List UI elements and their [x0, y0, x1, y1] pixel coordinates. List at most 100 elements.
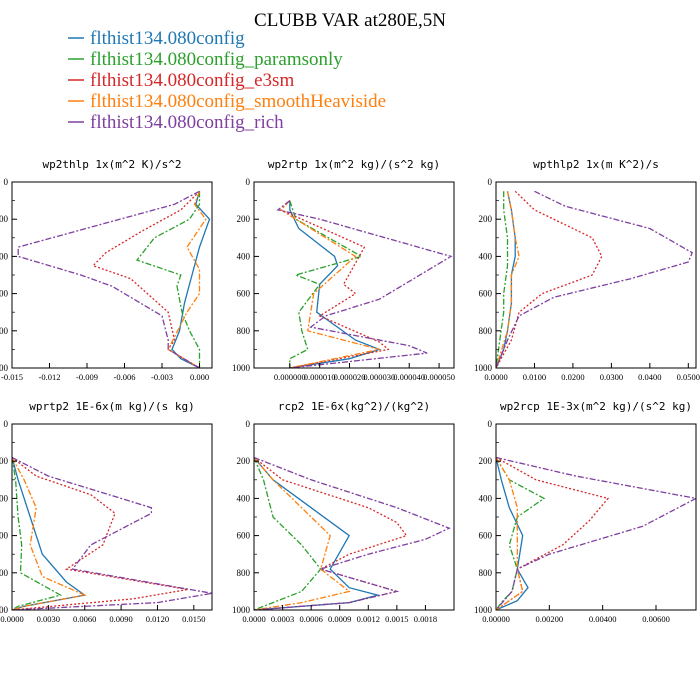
y-tick-label: 1000 — [232, 605, 251, 615]
y-tick-label: 1000 — [474, 605, 493, 615]
y-tick-label: 600 — [479, 289, 493, 299]
chart-panel: rcp2 1E-6x(kg^2)/(kg^2) 0 200 400 600 800 1000… — [232, 400, 455, 624]
x-tick-label: 0.0003 — [271, 614, 294, 624]
series-line — [496, 457, 524, 610]
y-tick-label: 600 — [479, 531, 493, 541]
figure-title: CLUBB VAR at280E,5N — [254, 10, 446, 31]
y-tick-label: 800 — [479, 326, 493, 336]
x-tick-label: 0.00200 — [536, 614, 564, 624]
y-tick-label: 400 — [237, 493, 251, 503]
series-line — [496, 191, 509, 368]
x-tick-label: 0.000010 — [304, 372, 336, 382]
x-tick-label: -0.015 — [1, 372, 23, 382]
y-tick-label: 800 — [0, 326, 9, 336]
series-line — [289, 200, 382, 368]
series-line — [254, 457, 322, 610]
series-line — [17, 190, 200, 368]
panel-title: wprtp2 1E-6x(m kg)/(s kg) — [29, 400, 195, 413]
plot-frame — [495, 423, 697, 611]
legend-label: flthist134.080config_e3sm — [90, 70, 294, 91]
series-line — [496, 457, 546, 610]
x-tick-label: 0.0000 — [242, 614, 265, 624]
panel-title: wp2rtp 1x(m^2 kg)/(s^2 kg) — [268, 158, 440, 171]
x-tick-label: 0.00600 — [642, 614, 670, 624]
y-tick-label: 800 — [0, 568, 9, 578]
x-tick-label: 0.0000 — [0, 614, 23, 624]
x-tick-label: -0.006 — [114, 372, 136, 382]
y-tick-label: 0 — [246, 419, 251, 429]
y-tick-label: 400 — [479, 493, 493, 503]
x-tick-label: 0.00000 — [482, 614, 510, 624]
chart-panel: wp2rtp 1x(m^2 kg)/(s^2 kg) 0 200 400 600 800 1… — [232, 158, 455, 382]
legend-entry: flthist134.080config — [68, 28, 245, 49]
legend-entry: flthist134.080config_rich — [68, 112, 284, 133]
x-tick-label: 0.000050 — [423, 372, 455, 382]
series-line — [279, 200, 390, 368]
series-line — [254, 457, 381, 610]
x-tick-label: 0.0009 — [328, 614, 351, 624]
panel-title: wp2rcp 1E-3x(m^2 kg)/(s^2 kg) — [500, 400, 692, 413]
x-tick-label: -0.012 — [39, 372, 61, 382]
panel-title: wpthlp2 1x(m K^2)/s — [533, 158, 659, 171]
x-tick-label: 0.0400 — [638, 372, 661, 382]
series-line — [254, 457, 351, 610]
x-tick-label: 0.000030 — [363, 372, 395, 382]
legend-entry: flthist134.080config_paramsonly — [68, 49, 343, 70]
y-tick-label: 400 — [0, 493, 9, 503]
series-line — [254, 456, 451, 610]
series-line — [167, 191, 207, 368]
y-tick-label: 0 — [4, 177, 9, 187]
x-tick-label: 0.000000 — [274, 372, 306, 382]
chart-panel: wpthlp2 1x(m K^2)/s 0 200 400 600 800 10000.00… — [474, 158, 700, 382]
y-tick-label: 200 — [237, 456, 251, 466]
series-line — [12, 456, 188, 610]
series-line — [279, 200, 380, 368]
y-tick-label: 400 — [237, 251, 251, 261]
y-tick-label: 200 — [0, 214, 9, 224]
series-line — [496, 456, 696, 610]
series-line — [12, 457, 87, 610]
x-tick-label: 0.0018 — [414, 614, 437, 624]
series-line — [135, 191, 201, 368]
y-tick-label: 0 — [488, 419, 493, 429]
y-tick-label: 600 — [237, 531, 251, 541]
series-line — [92, 190, 200, 368]
y-tick-label: 0 — [488, 177, 493, 187]
y-tick-label: 800 — [237, 326, 251, 336]
series-line — [496, 457, 529, 610]
legend-label: flthist134.080config_paramsonly — [90, 49, 343, 70]
legend-entry: flthist134.080config_e3sm — [68, 70, 294, 91]
y-tick-label: 400 — [0, 251, 9, 261]
chart-panel: wp2thlp 1x(m^2 K)/s^202004006008001000-0… — [0, 158, 213, 382]
plot-frame — [11, 423, 213, 611]
legend: flthist134.080configflthist134.080config… — [68, 28, 386, 133]
y-tick-label: 600 — [0, 531, 9, 541]
chart-panel: wp2rcp 1E-3x(m^2 kg)/(s^2 kg) 0 200 400 600 8… — [474, 400, 697, 624]
series-line — [496, 191, 520, 368]
series-line — [496, 190, 694, 368]
panel-title: rcp2 1E-6x(kg^2)/(kg^2) — [278, 400, 430, 413]
panels: wp2thlp 1x(m^2 K)/s^2 0 200 400 600 800 1000 -0… — [0, 158, 700, 624]
plot-frame — [11, 181, 213, 369]
x-tick-label: 0.00400 — [589, 614, 617, 624]
series-line — [276, 200, 453, 368]
x-tick-label: 0.0500 — [677, 372, 700, 382]
y-tick-label: 200 — [479, 214, 493, 224]
x-tick-label: 0.000020 — [334, 372, 366, 382]
series-line — [12, 457, 87, 610]
series-line — [289, 200, 364, 368]
x-tick-label: 0.0006 — [299, 614, 322, 624]
x-tick-label: 0.0012 — [357, 614, 380, 624]
legend-label: flthist134.080config_smoothHeaviside — [90, 91, 386, 112]
x-tick-label: 0.0200 — [561, 372, 584, 382]
chart-panel: wprtp2 1E-6x(m kg)/(s kg) 0 200 400 600 800 10… — [0, 400, 213, 624]
y-tick-label: 800 — [237, 568, 251, 578]
x-tick-label: 0.000040 — [393, 372, 425, 382]
x-tick-label: 0.000 — [190, 372, 209, 382]
panel-title: wp2thlp 1x(m^2 K)/s^2 — [42, 158, 181, 171]
x-tick-label: 0.0300 — [600, 372, 623, 382]
legend-label: flthist134.080config — [90, 28, 245, 49]
y-tick-label: 0 — [4, 419, 9, 429]
x-tick-label: -0.009 — [76, 372, 98, 382]
y-tick-label: 200 — [479, 456, 493, 466]
